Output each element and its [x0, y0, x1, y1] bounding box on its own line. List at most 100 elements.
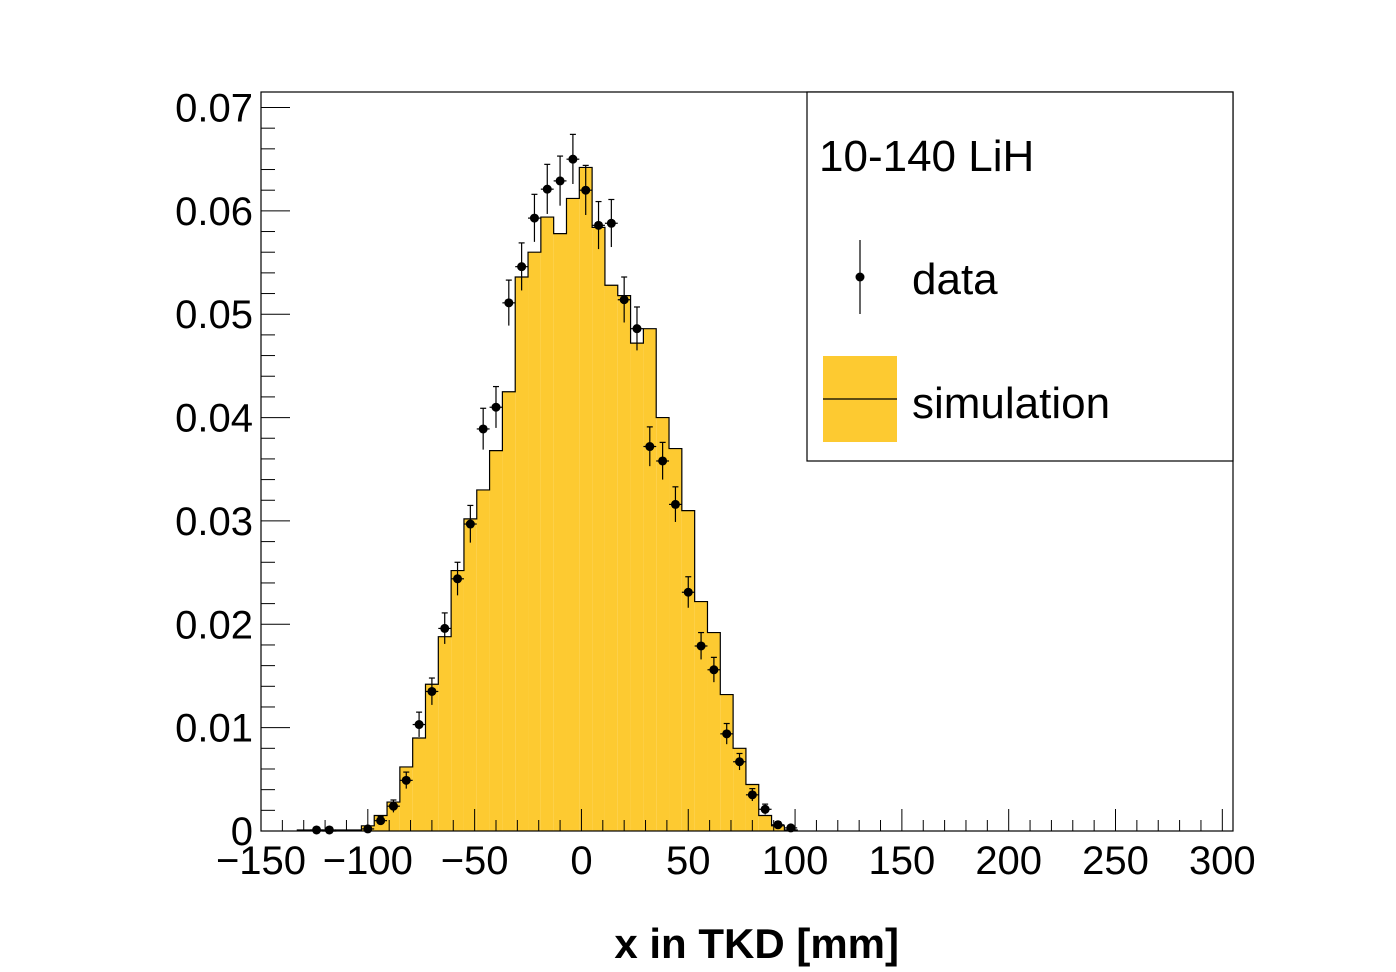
x-axis-ticks: −150 −100 −50 0 50 100 150 200 250 300	[216, 809, 1256, 883]
x-tick-label: 0	[570, 839, 592, 883]
data-marker	[696, 641, 706, 651]
data-point	[515, 242, 529, 291]
y-tick-label: 0.02	[175, 603, 253, 647]
data-marker	[427, 686, 437, 696]
data-marker	[529, 213, 539, 223]
simulation-histogram	[296, 166, 798, 832]
simulation-bin	[515, 277, 529, 831]
data-point	[374, 815, 388, 826]
data-marker	[504, 298, 514, 308]
data-point	[540, 163, 554, 214]
x-tick-label: 250	[1082, 839, 1149, 883]
data-point	[681, 576, 695, 608]
data-marker	[555, 176, 565, 186]
data-marker	[773, 820, 783, 830]
legend-entry-simulation: simulation	[912, 379, 1110, 428]
data-point	[643, 426, 657, 467]
y-tick-label: 0.06	[175, 190, 253, 234]
data-marker	[324, 825, 334, 835]
data-point	[720, 722, 734, 745]
simulation-bin	[412, 737, 426, 831]
data-marker	[478, 424, 488, 434]
data-marker	[312, 825, 322, 835]
simulation-bin	[694, 601, 708, 831]
data-marker	[645, 442, 655, 452]
simulation-bin	[758, 815, 772, 831]
x-tick-label: −150	[216, 839, 306, 883]
data-marker	[517, 262, 527, 272]
simulation-bin	[489, 450, 503, 831]
data-marker	[376, 816, 386, 826]
y-tick-label: 0.05	[175, 293, 253, 337]
simulation-bin	[425, 684, 439, 831]
data-marker	[568, 154, 578, 164]
data-point	[656, 441, 670, 480]
data-marker	[658, 456, 668, 466]
data-point	[489, 385, 503, 428]
data-marker	[670, 499, 680, 509]
legend-header: 10-140 LiH	[819, 132, 1034, 181]
data-point	[399, 771, 413, 789]
data-marker	[632, 324, 642, 334]
data-point	[412, 711, 426, 737]
y-tick-label: 0	[231, 810, 253, 854]
simulation-bin	[669, 448, 682, 831]
y-tick-label: 0.04	[175, 397, 253, 441]
data-marker	[388, 801, 398, 811]
data-point	[502, 279, 516, 326]
data-marker	[581, 185, 591, 195]
legend-entry-data: data	[912, 255, 998, 304]
simulation-bin	[733, 748, 746, 831]
data-point	[669, 486, 682, 522]
simulation-bin	[476, 489, 490, 831]
simulation-bin	[604, 285, 618, 831]
simulation-bin	[643, 328, 657, 831]
simulation-bin	[463, 518, 477, 831]
data-marker	[453, 574, 463, 584]
data-point	[566, 133, 580, 184]
simulation-bin	[553, 233, 567, 831]
simulation-bin	[579, 167, 593, 832]
data-point	[528, 193, 541, 242]
data-point	[733, 752, 746, 771]
legend-data-marker	[855, 272, 865, 282]
data-marker	[465, 519, 475, 529]
simulation-bin	[630, 343, 644, 831]
data-marker	[414, 720, 424, 730]
data-points	[310, 133, 798, 835]
data-marker	[542, 184, 552, 194]
data-marker	[760, 804, 770, 814]
simulation-bin	[592, 227, 605, 831]
simulation-bin	[528, 252, 541, 831]
y-tick-label: 0.03	[175, 500, 253, 544]
data-marker	[440, 623, 450, 633]
simulation-bin	[566, 198, 580, 831]
simulation-outline	[296, 166, 798, 832]
data-point	[476, 407, 490, 450]
data-point	[463, 504, 477, 543]
y-tick-label: 0.07	[175, 87, 253, 131]
data-point	[451, 561, 464, 596]
simulation-bin	[451, 570, 464, 831]
data-point	[438, 612, 452, 644]
simulation-bin	[707, 632, 721, 831]
data-marker	[683, 587, 693, 597]
data-point	[425, 677, 439, 705]
data-marker	[594, 220, 604, 230]
simulation-bin	[720, 694, 734, 831]
data-point	[758, 803, 772, 815]
x-tick-label: −100	[323, 839, 413, 883]
x-axis-title: x in TKD [mm]	[614, 920, 899, 967]
data-point	[604, 198, 618, 248]
data-point	[553, 155, 567, 206]
data-point	[322, 825, 336, 835]
x-tick-label: 300	[1189, 839, 1256, 883]
simulation-bin	[438, 636, 452, 831]
y-tick-label: 0.01	[175, 707, 253, 751]
data-point	[707, 656, 721, 683]
data-marker	[491, 402, 501, 412]
simulation-bin	[681, 510, 695, 831]
data-point	[694, 631, 708, 660]
data-marker	[709, 665, 719, 675]
